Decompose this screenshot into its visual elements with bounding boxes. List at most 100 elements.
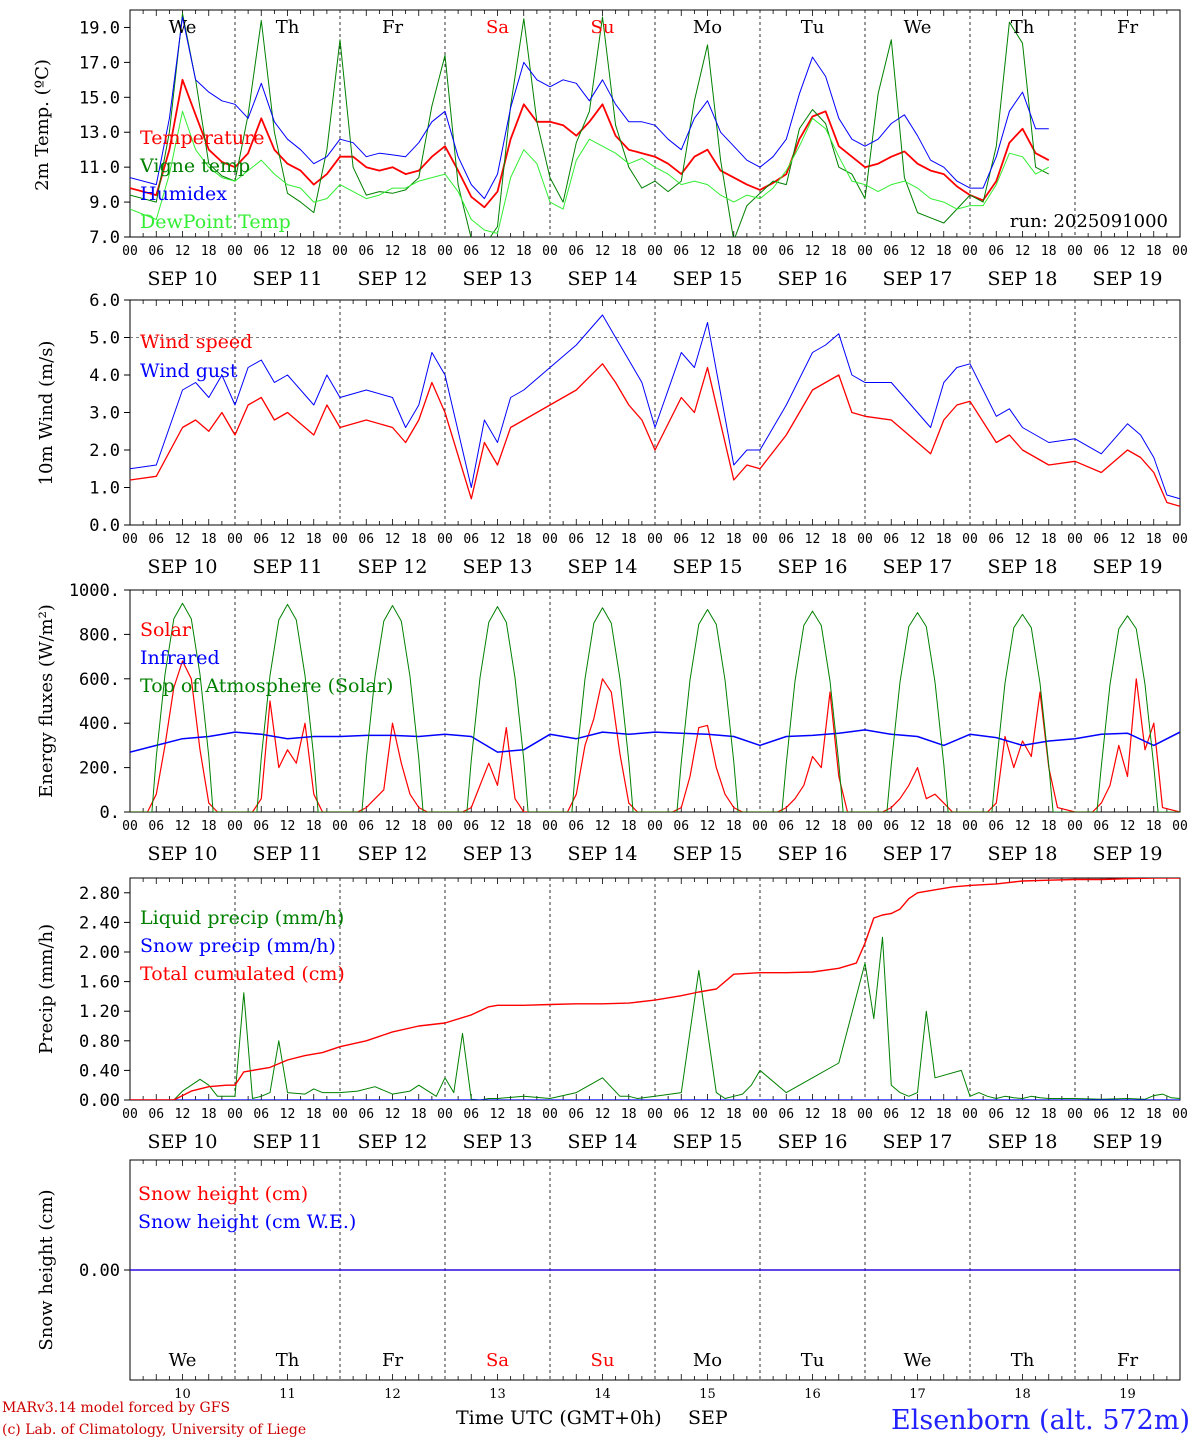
day-number: 18 bbox=[1014, 1387, 1031, 1402]
date-label: SEP 15 bbox=[673, 843, 743, 865]
hour-label: 06 bbox=[778, 819, 794, 834]
y-axis-label: Precip (mm/h) bbox=[36, 924, 57, 1054]
hour-label: 06 bbox=[673, 1107, 689, 1122]
date-label: SEP 12 bbox=[358, 843, 428, 865]
hour-label: 00 bbox=[962, 1107, 978, 1122]
series-line-infrared bbox=[130, 729, 1180, 753]
series-line-vigne-temp bbox=[130, 13, 1050, 237]
hour-label: 12 bbox=[910, 819, 926, 834]
y-tick-label: 0.0 bbox=[89, 516, 120, 536]
hour-label: 18 bbox=[726, 244, 742, 259]
hour-label: 12 bbox=[280, 244, 296, 259]
hour-label: 00 bbox=[857, 1107, 873, 1122]
date-label: SEP 17 bbox=[883, 1131, 953, 1153]
day-abbr: Tu bbox=[801, 1350, 825, 1371]
hour-label: 12 bbox=[1120, 1107, 1136, 1122]
hour-label: 18 bbox=[411, 1107, 427, 1122]
y-tick-label: 0.00 bbox=[79, 1091, 120, 1111]
hour-label: 18 bbox=[726, 1107, 742, 1122]
series-line-wind-gust bbox=[130, 314, 1180, 500]
hour-label: 12 bbox=[910, 244, 926, 259]
date-label: SEP 13 bbox=[463, 843, 533, 865]
hour-label: 12 bbox=[1015, 819, 1031, 834]
hour-label: 18 bbox=[936, 532, 952, 547]
hour-label: 12 bbox=[175, 532, 191, 547]
hour-label: 06 bbox=[673, 244, 689, 259]
y-tick-label: 4.0 bbox=[89, 366, 120, 386]
panel-wind: 0.0 1.0 2.0 3.0 4.0 5.0 6.0 10m Wind (m/s) Wind … bbox=[36, 291, 1188, 578]
date-label: SEP 11 bbox=[253, 1131, 323, 1153]
hour-label: 18 bbox=[306, 244, 322, 259]
legend-item: Snow height (cm W.E.) bbox=[138, 1211, 356, 1233]
hour-label: 06 bbox=[1093, 532, 1109, 547]
hour-label: 12 bbox=[805, 244, 821, 259]
hour-label: 18 bbox=[201, 819, 217, 834]
date-label: SEP 11 bbox=[253, 843, 323, 865]
series-group bbox=[130, 13, 1050, 237]
hour-label: 18 bbox=[831, 819, 847, 834]
hour-label: 12 bbox=[910, 532, 926, 547]
legend-item: Wind speed bbox=[140, 331, 252, 353]
hour-label: 18 bbox=[726, 532, 742, 547]
hour-label: 18 bbox=[201, 244, 217, 259]
day-abbr: Fr bbox=[382, 17, 403, 38]
day-abbr: Fr bbox=[1117, 17, 1138, 38]
hour-label: 18 bbox=[516, 1107, 532, 1122]
hour-label: 00 bbox=[1067, 244, 1083, 259]
hour-label: 12 bbox=[700, 1107, 716, 1122]
hour-label: 06 bbox=[988, 1107, 1004, 1122]
hour-label: 06 bbox=[358, 532, 374, 547]
legend-item: Infrared bbox=[140, 647, 220, 669]
day-number: 10 bbox=[174, 1387, 191, 1402]
hour-label: 06 bbox=[463, 819, 479, 834]
hour-label: 00 bbox=[647, 244, 663, 259]
hour-label: 18 bbox=[306, 532, 322, 547]
date-label: SEP 13 bbox=[463, 1131, 533, 1153]
hour-label: 06 bbox=[1093, 1107, 1109, 1122]
date-label: SEP 13 bbox=[463, 268, 533, 290]
hour-label: 00 bbox=[1067, 819, 1083, 834]
hour-label: 00 bbox=[332, 819, 348, 834]
hour-label: 12 bbox=[490, 1107, 506, 1122]
hour-label: 06 bbox=[148, 244, 164, 259]
hour-label: 00 bbox=[332, 244, 348, 259]
month-label: SEP bbox=[688, 1407, 728, 1429]
day-number: 17 bbox=[909, 1387, 926, 1402]
hour-label: 00 bbox=[962, 244, 978, 259]
hour-label: 12 bbox=[385, 819, 401, 834]
day-abbr: Su bbox=[591, 17, 615, 38]
y-tick-label: 1000. bbox=[69, 581, 120, 601]
y-tick-label: 2.80 bbox=[79, 884, 120, 904]
hour-label: 00 bbox=[227, 1107, 243, 1122]
hour-label: 06 bbox=[778, 532, 794, 547]
hour-label: 18 bbox=[1041, 819, 1057, 834]
series-line-total-cumulated-cm- bbox=[130, 878, 1180, 1100]
hour-label: 18 bbox=[516, 819, 532, 834]
date-label: SEP 11 bbox=[253, 268, 323, 290]
date-label: SEP 18 bbox=[988, 1131, 1058, 1153]
run-label: run: 2025091000 bbox=[1010, 211, 1168, 232]
hour-label: 00 bbox=[647, 819, 663, 834]
hour-label: 12 bbox=[1120, 244, 1136, 259]
hour-label: 18 bbox=[201, 1107, 217, 1122]
hour-label: 06 bbox=[253, 1107, 269, 1122]
date-label: SEP 10 bbox=[148, 556, 218, 578]
hour-label: 06 bbox=[988, 244, 1004, 259]
date-label: SEP 12 bbox=[358, 1131, 428, 1153]
hour-label: 00 bbox=[332, 532, 348, 547]
hour-label: 12 bbox=[805, 532, 821, 547]
hour-label: 12 bbox=[805, 1107, 821, 1122]
hour-label: 00 bbox=[122, 819, 138, 834]
y-tick-label: 200. bbox=[79, 759, 120, 779]
hour-label: 18 bbox=[726, 819, 742, 834]
date-label: SEP 17 bbox=[883, 268, 953, 290]
hour-label: 00 bbox=[752, 244, 768, 259]
date-label: SEP 15 bbox=[673, 1131, 743, 1153]
hour-label: 18 bbox=[306, 819, 322, 834]
hour-label: 06 bbox=[988, 819, 1004, 834]
date-label: SEP 10 bbox=[148, 268, 218, 290]
y-tick-label: 13.0 bbox=[79, 123, 120, 143]
y-tick-label: 2.40 bbox=[79, 913, 120, 933]
time-axis-title: Time UTC (GMT+0h) bbox=[456, 1407, 662, 1429]
